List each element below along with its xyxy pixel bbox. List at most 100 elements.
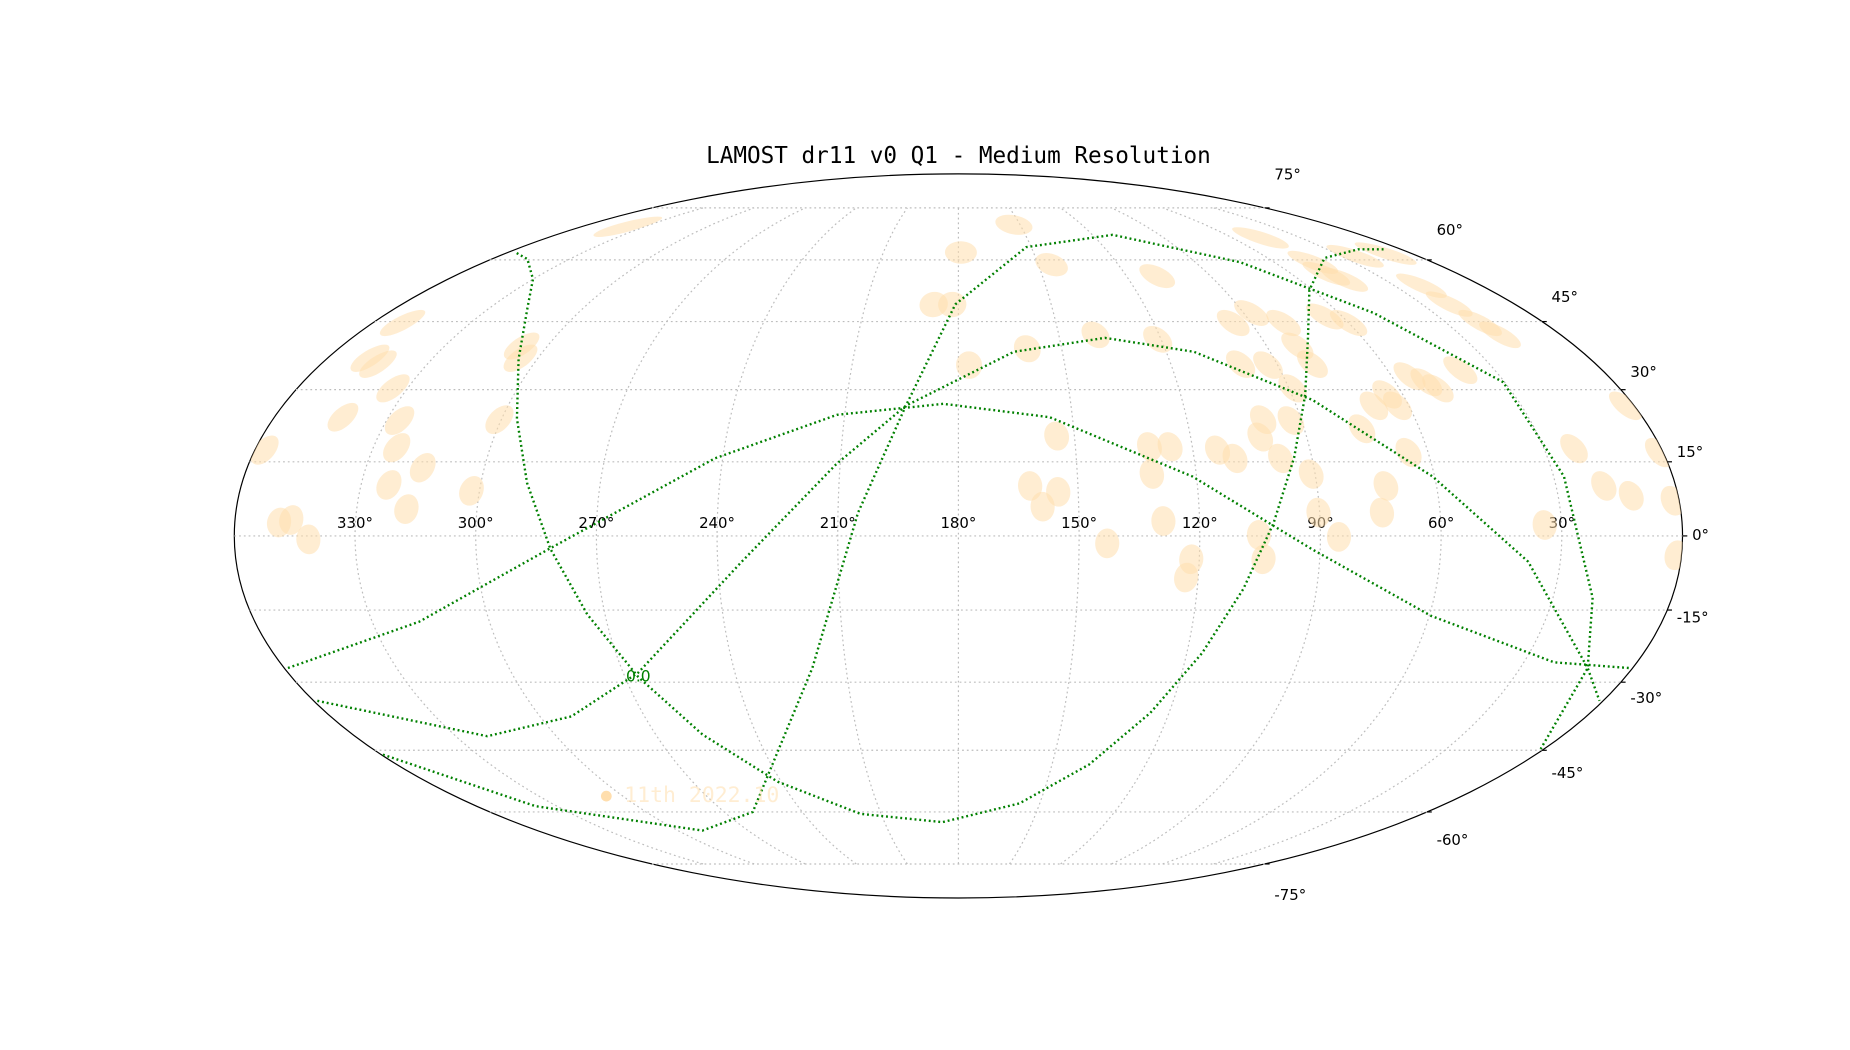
map-outline	[233, 173, 1684, 899]
field	[1591, 471, 1617, 501]
field	[1277, 406, 1305, 436]
legend-label: 11th 2022.10	[624, 783, 779, 808]
x-tick-label: 120°	[1182, 514, 1218, 532]
chart-title: LAMOST dr11 v0 Q1 - Medium Resolution	[706, 143, 1211, 169]
field	[1618, 480, 1644, 511]
field	[995, 214, 1033, 235]
field	[1326, 522, 1352, 552]
field	[394, 494, 419, 525]
x-tick-label: 240°	[699, 514, 735, 532]
field	[1251, 544, 1276, 575]
reference-curve	[382, 233, 1594, 832]
field	[1425, 291, 1473, 317]
field	[1422, 374, 1454, 403]
x-tick-label: 330°	[337, 514, 373, 532]
field	[459, 476, 484, 506]
field	[1253, 351, 1283, 379]
field	[376, 374, 410, 403]
field	[1660, 485, 1682, 516]
x-tick-label: 270°	[578, 514, 614, 532]
field	[1532, 510, 1557, 540]
field	[327, 402, 359, 432]
field	[279, 505, 304, 535]
field	[485, 405, 514, 435]
y-tick-label: 60°	[1437, 221, 1463, 239]
field	[1298, 459, 1324, 489]
field	[1139, 459, 1165, 489]
field	[1306, 303, 1344, 330]
reference-curve	[317, 336, 1601, 738]
x-tick-label: 180°	[940, 514, 976, 532]
field	[409, 453, 436, 483]
grid-meridian	[716, 207, 857, 865]
grid-meridian	[595, 207, 806, 865]
y-tick-label: 75°	[1274, 166, 1300, 184]
y-tick-label: 15°	[1677, 443, 1703, 461]
field	[1018, 471, 1043, 501]
field	[1234, 300, 1269, 326]
field	[1268, 443, 1294, 474]
grid-meridian	[1111, 207, 1322, 865]
field	[1287, 250, 1339, 274]
field	[1306, 497, 1331, 528]
field	[1443, 356, 1478, 385]
field	[1664, 540, 1683, 571]
grid-meridian	[1162, 207, 1442, 865]
field	[1329, 309, 1368, 337]
field	[593, 216, 663, 237]
field	[1278, 374, 1307, 403]
y-tick-label: 30°	[1630, 363, 1656, 381]
y-tick-label: -60°	[1437, 831, 1469, 849]
field	[1136, 432, 1162, 462]
field	[383, 433, 411, 463]
field	[1608, 391, 1642, 421]
grid-meridian	[1060, 207, 1201, 865]
field	[1395, 273, 1447, 299]
field	[1383, 391, 1413, 421]
field	[1035, 253, 1068, 277]
y-tick-label: 45°	[1552, 288, 1578, 306]
field	[1013, 335, 1041, 363]
x-tick-label: 210°	[820, 514, 856, 532]
y-tick-label: -30°	[1630, 689, 1662, 707]
field	[1174, 562, 1199, 593]
x-tick-label: 60°	[1428, 514, 1454, 532]
field	[1247, 422, 1274, 452]
field	[1354, 242, 1417, 265]
field	[1095, 528, 1120, 559]
field	[384, 406, 415, 436]
y-tick-label: -45°	[1552, 764, 1584, 782]
field	[1157, 432, 1183, 462]
field	[1216, 309, 1250, 337]
y-tick-label: -75°	[1274, 886, 1306, 904]
field	[1151, 506, 1176, 536]
field	[944, 241, 977, 264]
grid-meridian	[475, 207, 755, 865]
grid-meridian	[354, 207, 704, 865]
field	[376, 470, 402, 500]
grid-meridian	[1213, 207, 1563, 865]
grid-meridian	[1008, 207, 1080, 865]
field	[956, 351, 983, 379]
field	[350, 344, 390, 372]
field	[1232, 227, 1289, 249]
field	[1326, 244, 1384, 268]
field	[296, 524, 321, 555]
y-tick-label: -15°	[1677, 609, 1709, 627]
field	[1297, 350, 1328, 378]
field	[1030, 491, 1055, 522]
field	[1081, 321, 1110, 349]
y-tick-label: 0°	[1692, 526, 1709, 544]
grid-meridian	[837, 207, 908, 865]
field	[1266, 309, 1301, 337]
legend-marker	[600, 790, 612, 802]
field	[1044, 421, 1070, 451]
field	[1373, 471, 1399, 501]
field	[250, 435, 279, 465]
field	[1395, 437, 1422, 468]
field	[1369, 497, 1395, 528]
reference-curve	[515, 248, 1385, 824]
field	[503, 344, 538, 372]
